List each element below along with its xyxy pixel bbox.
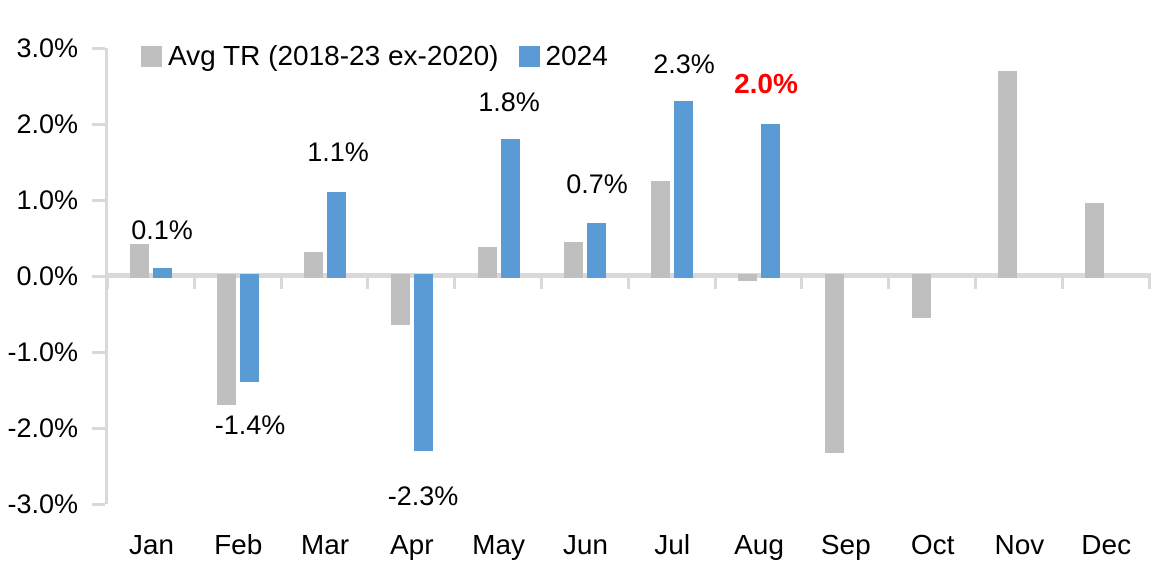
legend-item-avg-tr: Avg TR (2018-23 ex-2020) — [141, 40, 499, 72]
x-axis-tick — [453, 278, 457, 289]
bar-avg-tr-nov — [998, 70, 1018, 278]
bar-avg-tr-feb — [217, 274, 237, 406]
bar-avg-tr-jul — [651, 181, 671, 278]
x-axis-label-jan: Jan — [128, 529, 174, 560]
x-axis-label-may: May — [472, 529, 526, 560]
bar-avg-tr-aug — [738, 274, 757, 282]
data-label-apr: -2.3% — [387, 481, 459, 511]
bar-avg-tr-jan — [130, 244, 150, 278]
y-axis-tick-label: -1.0% — [7, 337, 78, 367]
x-axis-tick — [626, 278, 630, 289]
legend-label-2024: 2024 — [545, 40, 608, 71]
bar-2024-apr — [413, 274, 433, 451]
data-label-jan: 0.1% — [131, 215, 193, 245]
chart-legend: Avg TR (2018-23 ex-2020) 2024 — [141, 40, 608, 72]
bar-avg-tr-dec — [1085, 203, 1105, 278]
bar-avg-tr-apr — [390, 274, 410, 326]
data-label-aug: 2.0% — [734, 68, 798, 99]
x-axis-label-feb: Feb — [214, 529, 263, 560]
x-axis-label-mar: Mar — [300, 529, 350, 560]
y-axis-tick — [92, 275, 105, 278]
legend-swatch-2024 — [518, 45, 540, 67]
x-axis-label-oct: Oct — [910, 529, 955, 560]
y-axis-tick-label: -3.0% — [7, 489, 78, 519]
x-axis-tick — [279, 278, 283, 289]
bar-2024-jan — [153, 268, 173, 278]
y-axis-tick-label: 2.0% — [16, 109, 78, 139]
y-axis-tick — [92, 427, 105, 430]
x-axis-label-dec: Dec — [1081, 529, 1132, 560]
bar-2024-jul — [674, 101, 694, 278]
x-axis-tick — [540, 278, 543, 289]
bar-2024-feb — [240, 274, 260, 383]
y-axis-tick — [92, 123, 105, 126]
x-axis-label-aug: Aug — [734, 529, 784, 560]
legend-item-2024: 2024 — [518, 40, 608, 72]
bar-avg-tr-mar — [304, 251, 323, 278]
bar-2024-may — [500, 139, 520, 278]
x-axis-tick — [1060, 278, 1064, 289]
x-axis-tick — [1147, 278, 1151, 289]
bar-avg-tr-sep — [824, 274, 844, 454]
bar-2024-aug — [761, 124, 780, 278]
bar-2024-jun — [587, 222, 607, 278]
legend-swatch-avg-tr — [141, 45, 162, 67]
bar-2024-mar — [327, 192, 346, 278]
x-axis-tick — [106, 278, 109, 289]
x-axis-tick — [366, 278, 370, 289]
x-axis-label-jul: Jul — [654, 529, 691, 560]
y-axis-tick-label: -2.0% — [7, 413, 78, 443]
x-axis-tick — [974, 278, 977, 289]
data-label-jul: 2.3% — [653, 49, 715, 79]
y-axis-tick-label: 0.0% — [16, 261, 78, 291]
bar-avg-tr-oct — [911, 274, 931, 318]
y-axis-tick — [92, 199, 105, 202]
zero-axis-line — [105, 273, 1151, 278]
data-label-mar: 1.1% — [307, 137, 369, 167]
x-axis-label-nov: Nov — [994, 529, 1045, 560]
legend-label-avg-tr: Avg TR (2018-23 ex-2020) — [168, 40, 499, 71]
data-label-feb: -1.4% — [214, 410, 286, 440]
x-axis-tick — [800, 278, 804, 289]
y-axis-tick — [92, 351, 105, 354]
data-label-jun: 0.7% — [566, 169, 628, 199]
data-label-may: 1.8% — [478, 87, 540, 117]
y-axis-tick-label: 3.0% — [16, 33, 78, 63]
bar-avg-tr-jun — [564, 241, 584, 278]
x-axis-label-apr: Apr — [390, 529, 434, 560]
x-axis-tick — [887, 278, 891, 289]
y-axis-tick — [92, 47, 105, 50]
x-axis-tick — [192, 278, 196, 289]
y-axis-tick-label: 1.0% — [16, 185, 78, 215]
y-axis-tick — [92, 503, 105, 506]
x-axis-tick — [713, 278, 717, 289]
bar-avg-tr-may — [477, 247, 497, 278]
x-axis-label-sep: Sep — [820, 529, 871, 560]
x-axis-label-jun: Jun — [562, 529, 608, 560]
